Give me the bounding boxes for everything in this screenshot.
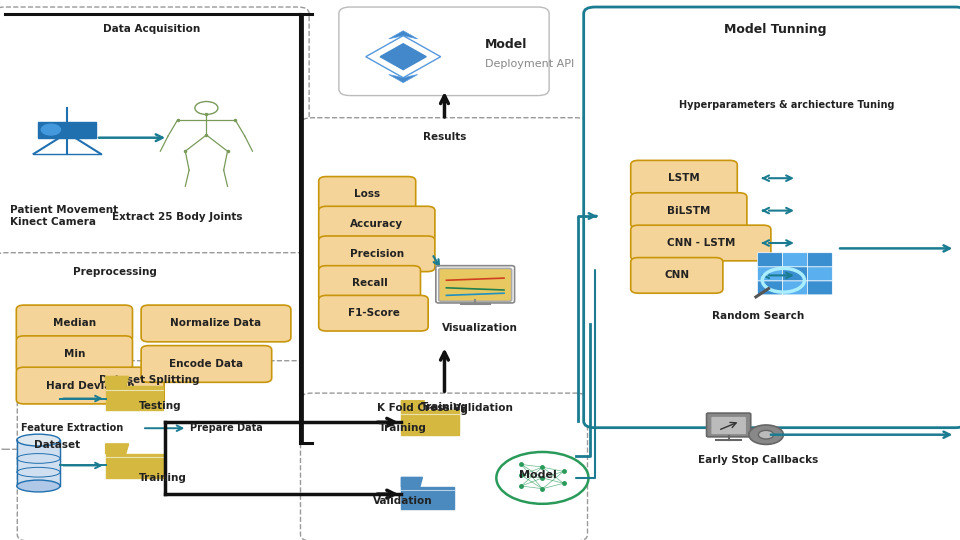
Text: BiLSTM: BiLSTM bbox=[667, 206, 710, 215]
Text: F1-Score: F1-Score bbox=[348, 308, 399, 318]
Text: Validation: Validation bbox=[373, 496, 433, 505]
Polygon shape bbox=[106, 454, 163, 478]
FancyBboxPatch shape bbox=[16, 305, 132, 342]
Text: Recall: Recall bbox=[351, 279, 388, 288]
Text: Random Search: Random Search bbox=[712, 311, 804, 321]
FancyBboxPatch shape bbox=[319, 266, 420, 301]
FancyBboxPatch shape bbox=[807, 267, 832, 281]
Text: CNN - LSTM: CNN - LSTM bbox=[666, 238, 735, 248]
Text: Testing: Testing bbox=[139, 401, 181, 411]
Text: CNN: CNN bbox=[664, 271, 689, 280]
FancyBboxPatch shape bbox=[612, 75, 960, 401]
FancyBboxPatch shape bbox=[16, 367, 164, 404]
Text: Min: Min bbox=[63, 349, 85, 359]
FancyBboxPatch shape bbox=[807, 281, 832, 295]
Circle shape bbox=[758, 430, 774, 439]
Text: Hyperparameters & archiecture Tuning: Hyperparameters & archiecture Tuning bbox=[680, 100, 895, 110]
Text: Training: Training bbox=[139, 473, 187, 483]
Text: K Fold Cross Validation: K Fold Cross Validation bbox=[376, 403, 513, 413]
Text: Hard Deviation: Hard Deviation bbox=[46, 381, 134, 390]
Polygon shape bbox=[106, 386, 163, 410]
FancyBboxPatch shape bbox=[439, 268, 512, 301]
Text: Median: Median bbox=[53, 319, 96, 328]
Text: Normalize Data: Normalize Data bbox=[171, 319, 261, 328]
Text: Model: Model bbox=[485, 38, 527, 51]
FancyBboxPatch shape bbox=[16, 336, 132, 373]
Polygon shape bbox=[38, 122, 96, 138]
Text: LSTM: LSTM bbox=[668, 173, 700, 183]
Text: Accuracy: Accuracy bbox=[350, 219, 403, 229]
Polygon shape bbox=[389, 75, 418, 83]
FancyBboxPatch shape bbox=[141, 346, 272, 382]
Text: Extract 25 Body Joints: Extract 25 Body Joints bbox=[112, 212, 243, 222]
FancyBboxPatch shape bbox=[319, 236, 435, 272]
Ellipse shape bbox=[17, 480, 60, 492]
Polygon shape bbox=[17, 440, 60, 486]
FancyBboxPatch shape bbox=[319, 295, 428, 331]
Text: Results: Results bbox=[422, 132, 467, 143]
FancyBboxPatch shape bbox=[631, 225, 771, 261]
FancyBboxPatch shape bbox=[782, 281, 807, 295]
Text: Encode Data: Encode Data bbox=[169, 359, 244, 369]
Text: Deployment API: Deployment API bbox=[485, 59, 574, 70]
FancyBboxPatch shape bbox=[339, 7, 549, 96]
FancyBboxPatch shape bbox=[757, 267, 782, 281]
FancyBboxPatch shape bbox=[300, 393, 588, 540]
Text: Model Tunning: Model Tunning bbox=[724, 23, 827, 36]
FancyBboxPatch shape bbox=[584, 7, 960, 428]
FancyBboxPatch shape bbox=[300, 118, 588, 401]
Text: Training: Training bbox=[420, 405, 468, 415]
FancyBboxPatch shape bbox=[631, 258, 723, 293]
Text: Data Acquisition: Data Acquisition bbox=[103, 24, 201, 35]
Polygon shape bbox=[401, 410, 459, 435]
Text: Preprocessing: Preprocessing bbox=[73, 267, 157, 278]
Polygon shape bbox=[401, 477, 422, 487]
Polygon shape bbox=[380, 44, 426, 70]
Circle shape bbox=[749, 425, 783, 444]
FancyBboxPatch shape bbox=[707, 413, 751, 437]
Text: Visualization: Visualization bbox=[442, 323, 518, 333]
Text: Feature Extraction: Feature Extraction bbox=[21, 423, 124, 433]
FancyBboxPatch shape bbox=[17, 361, 319, 540]
FancyBboxPatch shape bbox=[319, 206, 435, 242]
Text: Dataset: Dataset bbox=[34, 441, 80, 450]
Circle shape bbox=[41, 124, 60, 135]
Polygon shape bbox=[106, 376, 129, 386]
FancyBboxPatch shape bbox=[319, 177, 416, 212]
FancyBboxPatch shape bbox=[0, 7, 309, 258]
Text: Prepare Data: Prepare Data bbox=[190, 423, 263, 433]
FancyBboxPatch shape bbox=[631, 193, 747, 228]
Text: Loss: Loss bbox=[354, 190, 380, 199]
Polygon shape bbox=[401, 401, 424, 410]
FancyBboxPatch shape bbox=[711, 417, 746, 434]
FancyBboxPatch shape bbox=[807, 253, 832, 267]
Polygon shape bbox=[106, 444, 129, 454]
Text: Early Stop Callbacks: Early Stop Callbacks bbox=[698, 455, 819, 465]
Circle shape bbox=[496, 452, 588, 504]
Text: Patient Movement
Kinect Camera: Patient Movement Kinect Camera bbox=[10, 205, 118, 227]
Text: Training: Training bbox=[420, 402, 468, 413]
Text: Dataset Splitting: Dataset Splitting bbox=[99, 375, 199, 386]
FancyBboxPatch shape bbox=[757, 253, 782, 267]
FancyBboxPatch shape bbox=[0, 253, 309, 449]
Text: Training: Training bbox=[379, 423, 427, 433]
Text: Precision: Precision bbox=[349, 249, 404, 259]
FancyBboxPatch shape bbox=[782, 267, 807, 281]
Text: Model: Model bbox=[518, 470, 557, 480]
FancyBboxPatch shape bbox=[782, 253, 807, 267]
FancyBboxPatch shape bbox=[631, 160, 737, 196]
Polygon shape bbox=[389, 31, 418, 39]
Polygon shape bbox=[401, 487, 454, 509]
Ellipse shape bbox=[17, 434, 60, 446]
FancyBboxPatch shape bbox=[757, 281, 782, 295]
FancyBboxPatch shape bbox=[141, 305, 291, 342]
